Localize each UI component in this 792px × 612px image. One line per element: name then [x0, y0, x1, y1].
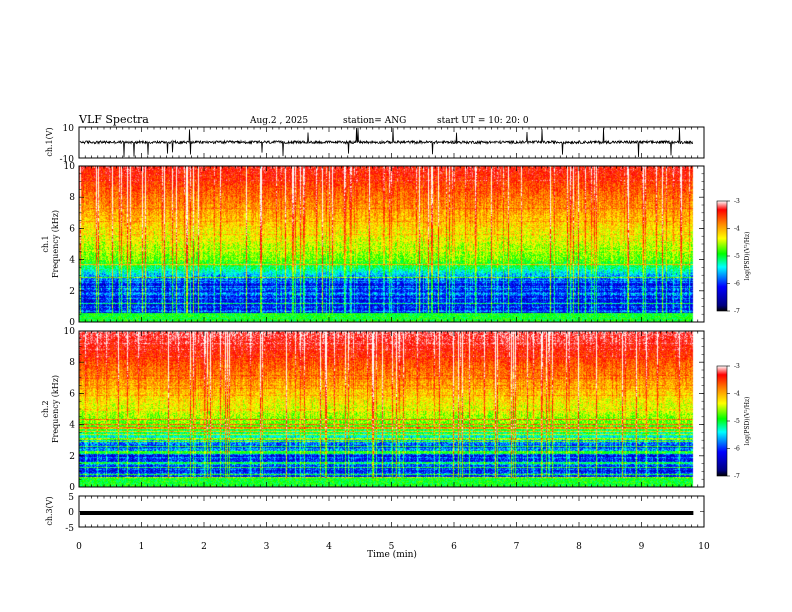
- x-tick-label: 9: [639, 542, 645, 552]
- y-tick-label: 10: [64, 162, 76, 172]
- ch2-spectrogram-yticks: 0 2 4 6 8 10: [64, 327, 704, 493]
- y-tick-label: 2: [69, 452, 75, 462]
- panel-ch1-waveform: 10 -10 ch.1(V): [45, 124, 705, 165]
- ch1-spectrogram-yticks: 0 2 4 6 8 10: [64, 162, 704, 328]
- y-tick-label: 2: [69, 287, 75, 297]
- header-date: Aug.2 , 2025: [249, 116, 308, 126]
- colorbar-tick-label: -5: [734, 253, 740, 260]
- x-tick-label: 0: [76, 542, 82, 552]
- ch1-colorbar-label: log(PSD)(V²/Hz): [744, 232, 751, 281]
- x-tick-label: 7: [514, 542, 520, 552]
- ch1-spec-ylabel-frequency: Frequency (kHz): [51, 210, 60, 278]
- x-tick-label: 4: [326, 542, 332, 552]
- colorbar-tick-label: -5: [734, 418, 740, 425]
- colorbar-tick-label: -6: [734, 281, 740, 288]
- x-axis-label: Time (min): [367, 549, 417, 560]
- x-tick-label: 2: [201, 542, 207, 552]
- ch2-spectrogram-image-holder: [79, 331, 704, 487]
- ch1-spec-ylabel-channel: ch.1: [41, 235, 50, 252]
- header-start-time: start UT = 10: 20: 0: [437, 116, 529, 126]
- x-tick-label: 10: [698, 542, 710, 552]
- y-tick-label: 8: [69, 193, 75, 203]
- colorbar-tick-label: -7: [734, 308, 740, 315]
- ch3-wave-ytick-bottom: -5: [65, 524, 74, 534]
- ch2-spec-ylabel-frequency: Frequency (kHz): [51, 375, 60, 443]
- y-tick-label: 0: [69, 318, 75, 328]
- ch2-colorbar: [716, 365, 728, 477]
- ch2-spectrogram-image: [79, 331, 704, 487]
- ch1-wave-ytick-top: 10: [63, 124, 75, 134]
- ch1-colorbar-ticks: -3 -4 -5 -6 -7: [727, 198, 740, 315]
- y-tick-label: 4: [69, 421, 75, 431]
- colorbar-tick-label: -4: [734, 226, 740, 233]
- x-tick-label: 6: [451, 542, 457, 552]
- y-tick-label: 4: [69, 256, 75, 266]
- ch1-spectrogram-xticks: [78, 166, 705, 322]
- ch1-waveform-trace: [79, 126, 704, 159]
- ch1-wave-ytick-bottom: -10: [60, 155, 75, 165]
- x-tick-label: 5: [389, 542, 395, 552]
- ch2-colorbar-label: log(PSD)(V²/Hz): [744, 397, 751, 446]
- x-axis-tick-labels: 0 1 2 3 4 5 6 7 8 9 10: [76, 542, 710, 552]
- colorbar-tick-label: -6: [734, 446, 740, 453]
- ch1-wave-ylabel: ch.1(V): [45, 127, 54, 156]
- panel-ch3-waveform: 5 0 -5 ch.3(V): [45, 493, 705, 534]
- ch2-spec-ylabel-channel: ch.2: [41, 400, 50, 417]
- ch3-waveform-trace: [79, 495, 704, 528]
- y-tick-label: 6: [69, 389, 75, 399]
- x-tick-label: 8: [576, 542, 582, 552]
- ch1-spectrogram-image-holder: [79, 166, 704, 322]
- ch1-colorbar: [716, 200, 728, 312]
- colorbar-tick-label: -3: [734, 198, 740, 205]
- ch2-spectrogram-xticks: [78, 331, 705, 487]
- x-tick-label: 3: [264, 542, 270, 552]
- x-tick-label: 1: [139, 542, 145, 552]
- y-tick-label: 0: [69, 483, 75, 493]
- y-tick-label: 10: [64, 327, 76, 337]
- y-tick-label: 6: [69, 224, 75, 234]
- ch3-wave-ylabel: ch.3(V): [45, 496, 54, 525]
- panel-ch1-waveform-xticks: [78, 127, 705, 158]
- figure-title: VLF Spectra: [78, 113, 149, 126]
- waveform-path: [79, 127, 694, 158]
- colorbar-tick-label: -3: [734, 363, 740, 370]
- ch2-colorbar-ticks: -3 -4 -5 -6 -7: [727, 363, 740, 480]
- colorbar-tick-label: -4: [734, 391, 740, 398]
- y-tick-label: 8: [69, 358, 75, 368]
- colorbar-tick-label: -7: [734, 473, 740, 480]
- panel-ch3-waveform-xticks: [78, 496, 705, 527]
- ch3-wave-ytick-mid: 0: [68, 508, 74, 518]
- ch3-wave-ytick-top: 5: [68, 493, 74, 503]
- header-station: station= ANG: [343, 116, 406, 126]
- ch1-spectrogram-image: [79, 166, 704, 322]
